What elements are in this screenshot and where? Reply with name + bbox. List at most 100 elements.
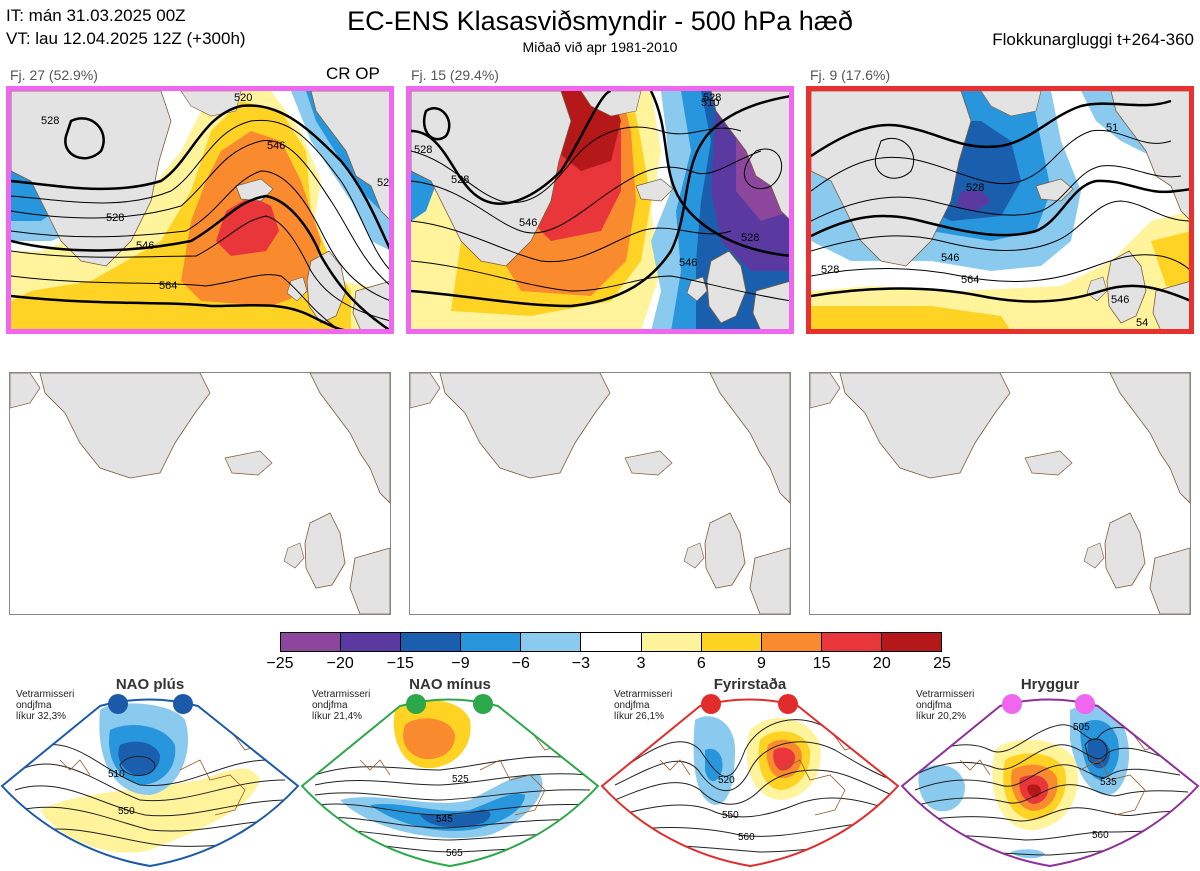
cluster-3-contour-label: 546: [941, 252, 959, 264]
colorbar-swatch: [341, 633, 402, 651]
empty-map-2-land: [410, 373, 790, 614]
regime-nao-plus: Vetrarmisseri ondjfma líkur 32,3% NAO pl…: [0, 676, 300, 871]
cluster-3-contour-label: 51: [1106, 122, 1118, 134]
cluster-1-contour-label: 520: [234, 92, 252, 104]
colorbar-tick-label: 3: [636, 655, 646, 672]
regime-contour-label: 520: [718, 775, 735, 786]
regime-info: Vetrarmisseri ondjfma líkur 26,1%: [614, 689, 672, 722]
empty-map-3-land: [810, 373, 1190, 614]
cluster-3-contour-label: 528: [966, 182, 984, 194]
regime-marker-right: [173, 694, 193, 714]
regime-probability: líkur 26,1%: [614, 711, 665, 722]
regime-blocking-map: 520 550 560: [600, 694, 900, 868]
cluster-1-contour-label: 528: [106, 212, 124, 224]
regime-name: Hryggur: [1020, 676, 1080, 693]
regime-info: Vetrarmisseri ondjfma líkur 32,3%: [16, 689, 74, 722]
regime-contour-label: 525: [452, 774, 469, 785]
cluster-2-contour-label: 546: [519, 217, 537, 229]
regime-probability: líkur 21,4%: [312, 711, 363, 722]
colorbar-swatch: [821, 633, 882, 651]
regime-contour-label: 550: [722, 810, 739, 821]
page-title: EC-ENS Klasasviðsmyndir - 500 hPa hæð: [347, 6, 853, 36]
colorbar-tick-label: −15: [386, 655, 414, 672]
regime-blocking: Vetrarmisseri ondjfma líkur 26,1% Fyrirs…: [600, 676, 900, 871]
regime-type: ondjfma: [916, 700, 952, 711]
colorbar-swatch: [641, 633, 702, 651]
cluster-1-contour-label: 528: [377, 177, 391, 189]
cluster-1-contour-label: 546: [267, 140, 285, 152]
colorbar-swatch: [401, 633, 462, 651]
cluster-1-contour-label: 546: [136, 240, 154, 252]
regime-name: NAO mínus: [409, 676, 491, 693]
colorbar-labels: −25 −20 −15 −9 −6 −3 3 6 9 15 20 25: [266, 655, 950, 675]
cluster-1-contour-label: 564: [159, 280, 177, 292]
regime-contour-label: 565: [446, 848, 463, 859]
regime-contour-label: 535: [1100, 777, 1117, 788]
regime-type: ondjfma: [614, 700, 650, 711]
colorbar-tick-label: −3: [571, 655, 591, 672]
regime-contour-label: 560: [1092, 830, 1109, 841]
regime-ridge: Vetrarmisseri ondjfma líkur 20,2% Hryggu…: [900, 676, 1200, 871]
colorbar-swatch: [581, 633, 642, 651]
regime-contour-label: 545: [436, 814, 453, 825]
colorbar-swatch: [461, 633, 522, 651]
cluster-1-anomaly-field: 520 528 528 546 546 564 528: [11, 91, 391, 329]
empty-map-1: [9, 372, 391, 615]
colorbar-tick-label: −6: [511, 655, 530, 672]
colorbar-tick-label: −20: [326, 655, 354, 672]
cluster-2-contour-label: 546: [679, 257, 697, 269]
empty-map-1-land: [10, 373, 390, 614]
regime-marker-left: [1002, 694, 1022, 714]
regime-contour-label: 510: [108, 769, 125, 780]
regime-marker-left: [108, 694, 128, 714]
colorbar-tick-label: −25: [266, 655, 294, 672]
regime-marker-right: [473, 694, 493, 714]
page-subtitle: Miðað við apr 1981-2010: [522, 39, 678, 55]
regime-info: Vetrarmisseri ondjfma líkur 20,2%: [916, 689, 974, 722]
cluster-2-label: Fj. 15 (29.4%): [411, 67, 499, 83]
colorbar-tick-label: 6: [696, 655, 706, 672]
cluster-2-anomaly-field: 510 528 528 546 546 528 528: [411, 91, 789, 329]
regime-info: Vetrarmisseri ondjfma líkur 21,4%: [312, 689, 370, 722]
regime-name: Fyrirstaða: [713, 676, 787, 693]
regime-type: ondjfma: [312, 700, 348, 711]
colorbar-tick-label: 15: [812, 655, 831, 672]
regime-probability: líkur 20,2%: [916, 711, 967, 722]
cluster-2-contour-label: 528: [703, 92, 721, 104]
colorbar-swatch: [521, 633, 582, 651]
cluster-2-contour-label: 528: [451, 174, 469, 186]
regime-probability: líkur 32,3%: [16, 711, 67, 722]
empty-map-2: [409, 372, 791, 615]
regime-marker-left: [406, 694, 426, 714]
cluster-2-contour-label: 510: [701, 97, 719, 109]
regime-marker-right: [778, 694, 798, 714]
regime-name: NAO plús: [115, 676, 185, 693]
regime-season: Vetrarmisseri: [916, 689, 975, 700]
regime-season: Vetrarmisseri: [312, 689, 371, 700]
regime-nao-minus: Vetrarmisseri ondjfma líkur 21,4% NAO mí…: [300, 676, 600, 871]
cluster-2-contour-label: 528: [414, 144, 432, 156]
cluster-2-map: 510 528 528 546 546 528 528: [406, 86, 794, 334]
colorbar-tick-label: 20: [872, 655, 891, 672]
regime-season: Vetrarmisseri: [16, 689, 75, 700]
colorbar-tick-label: 9: [757, 655, 766, 672]
cluster-1-tag: CR OP: [326, 64, 380, 83]
cluster-3-map: 51 528 546 564 528 546 54: [806, 86, 1194, 334]
colorbar-tick-label: −9: [451, 655, 470, 672]
cluster-3-contour-label: 54: [1136, 317, 1148, 329]
classification-window: Flokkunargluggi t+264-360: [992, 30, 1194, 49]
header-times: IT: mán 31.03.2025 00Z VT: lau 12.04.202…: [6, 4, 246, 50]
colorbar-swatch: [881, 633, 942, 651]
regime-season: Vetrarmisseri: [614, 689, 673, 700]
cluster-2-contour-label: 528: [741, 232, 759, 244]
regime-nao-minus-map: 525 545 565: [300, 694, 600, 868]
cluster-3-contour-label: 564: [961, 274, 979, 286]
colorbar-tick-label: 25: [933, 655, 951, 672]
colorbar: [280, 632, 942, 652]
regime-contour-label: 560: [738, 832, 755, 843]
colorbar-swatch: [761, 633, 822, 651]
valid-time: VT: lau 12.04.2025 12Z (+300h): [6, 29, 246, 48]
regime-ridge-map: 505 535 560: [900, 694, 1200, 868]
regime-contour-label: 550: [118, 806, 135, 817]
colorbar-swatch: [281, 633, 342, 651]
